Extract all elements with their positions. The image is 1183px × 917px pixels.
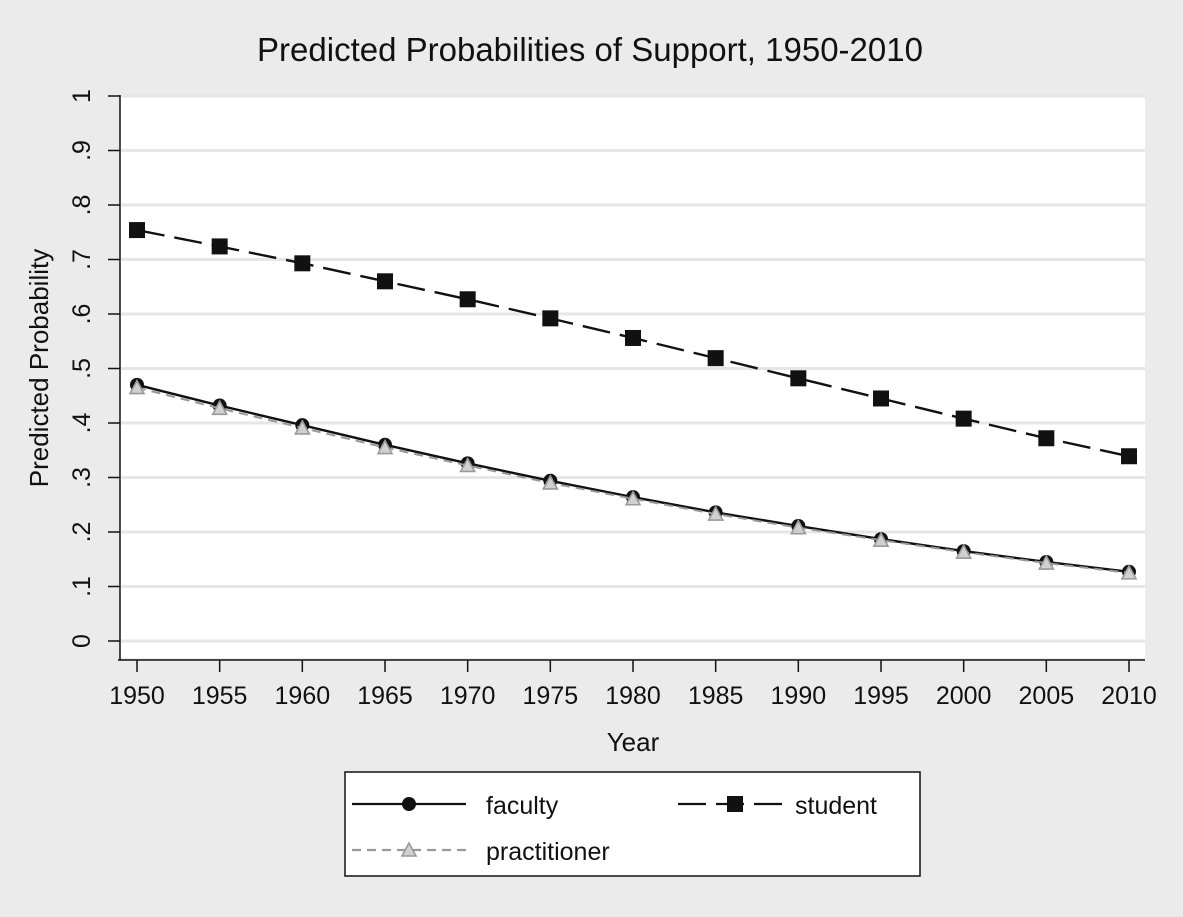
data-point-practitioner	[541, 474, 559, 490]
series-student	[129, 222, 1137, 465]
data-point-practitioner	[293, 419, 311, 435]
y-tick-label: .5	[68, 358, 96, 379]
x-tick-label: 1985	[688, 682, 744, 710]
data-point-student	[459, 291, 476, 308]
legend-marker-faculty	[402, 797, 416, 811]
legend-marker-student	[727, 796, 743, 812]
legend-samples	[352, 796, 792, 857]
y-tick-label: 0	[68, 634, 96, 648]
y-tick-label: .3	[68, 467, 96, 488]
x-tick-label: 2010	[1101, 682, 1157, 710]
x-tick-label: 1950	[109, 682, 165, 710]
x-tick-label: 1995	[853, 682, 909, 710]
x-tick-label: 2000	[936, 682, 992, 710]
data-point-student	[790, 370, 807, 387]
data-point-student	[955, 410, 972, 427]
data-point-student	[625, 329, 641, 346]
x-tick-label: 1955	[192, 682, 248, 710]
y-tick-label: .7	[68, 249, 96, 270]
x-tick-label: 1990	[771, 682, 827, 710]
chart-title: Predicted Probabilities of Support, 1950…	[257, 31, 923, 68]
data-point-student	[542, 310, 559, 327]
data-point-practitioner	[955, 543, 973, 559]
y-tick-label: .6	[68, 304, 96, 325]
y-tick-label: .8	[68, 195, 96, 216]
data-point-student	[211, 238, 228, 255]
x-tick-label: 1965	[357, 682, 413, 710]
data-point-student	[1038, 430, 1055, 447]
gridlines	[121, 94, 1145, 643]
data-point-student	[1121, 448, 1137, 465]
data-point-student	[707, 350, 724, 367]
y-tick-label: .4	[68, 412, 96, 433]
x-tick-label: 1960	[275, 682, 331, 710]
legend-marker-practitioner	[400, 841, 418, 857]
data-point-practitioner	[624, 490, 642, 506]
data-point-student	[873, 390, 889, 407]
data-point-practitioner	[1037, 554, 1055, 570]
legend-label-faculty: faculty	[486, 792, 559, 820]
data-point-practitioner	[459, 456, 477, 473]
x-tick-label: 1980	[605, 682, 661, 710]
y-axis-title: Predicted Probability	[24, 249, 54, 487]
data-point-student	[294, 255, 311, 272]
data-point-practitioner	[707, 505, 725, 521]
legend: faculty student practitioner	[344, 771, 921, 877]
data-point-practitioner	[872, 531, 890, 547]
series-lines	[128, 222, 1138, 580]
x-axis-title: Year	[607, 727, 660, 757]
data-point-student	[377, 273, 393, 290]
series-practitioner	[128, 378, 1138, 580]
data-point-practitioner	[211, 399, 229, 416]
data-point-practitioner	[128, 378, 146, 395]
data-point-practitioner	[1120, 564, 1138, 580]
y-tick-label: .9	[68, 140, 96, 161]
x-tick-label: 2005	[1019, 682, 1075, 710]
axis-ticks: 0 .1 .2 .3 .4 .5 .6 .7 .8 .9 1 1950 1955 1960 1965 1970…	[68, 89, 1157, 710]
plot-area	[120, 95, 1145, 658]
x-tick-label: 1970	[440, 682, 496, 710]
data-point-practitioner	[376, 438, 394, 455]
data-point-student	[129, 222, 145, 239]
legend-box	[344, 771, 921, 877]
x-tick-label: 1975	[523, 682, 579, 710]
legend-label-student: student	[795, 792, 877, 820]
data-point-practitioner	[789, 518, 807, 535]
y-tick-label: .1	[68, 576, 96, 597]
y-tick-label: 1	[68, 89, 96, 103]
y-tick-label: .2	[68, 522, 96, 543]
legend-label-practitioner: practitioner	[486, 838, 610, 866]
